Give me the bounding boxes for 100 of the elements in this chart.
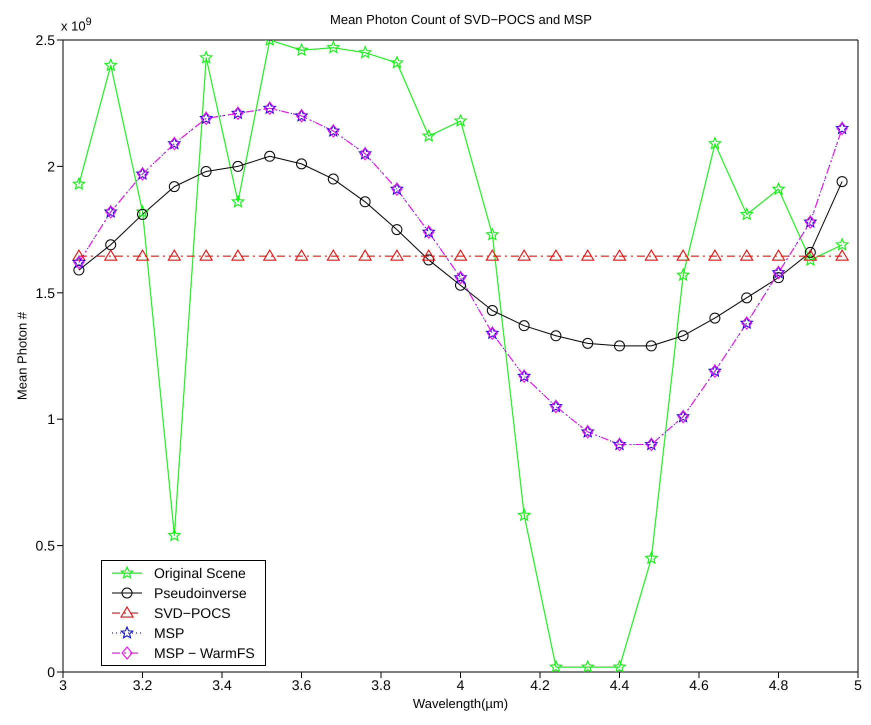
point — [422, 130, 435, 142]
point — [836, 238, 848, 250]
point — [263, 250, 276, 261]
point — [358, 250, 372, 261]
point — [326, 250, 340, 261]
x-tick-label: 4 — [456, 676, 465, 693]
y-tick-label: 0.5 — [36, 538, 56, 554]
point — [137, 208, 148, 220]
x-tick-label: 3 — [59, 676, 68, 693]
point — [295, 44, 308, 56]
x-tick-label: 5 — [854, 676, 862, 693]
point — [836, 176, 848, 188]
point — [614, 340, 625, 352]
point — [200, 51, 212, 64]
point — [772, 250, 785, 261]
point — [518, 250, 531, 261]
y-tick-label: 1 — [47, 411, 56, 428]
point — [455, 280, 466, 291]
point — [804, 250, 817, 261]
point — [423, 254, 434, 266]
point — [136, 205, 149, 218]
point — [105, 239, 116, 250]
point — [454, 250, 467, 261]
point — [168, 181, 180, 192]
point — [168, 528, 181, 541]
point — [486, 250, 499, 261]
x-tick-label: 3.6 — [292, 676, 312, 693]
point — [104, 250, 118, 261]
text: x 10$^{9}$ — [61, 16, 92, 34]
point — [486, 304, 498, 316]
point — [390, 56, 404, 68]
point — [232, 160, 244, 172]
point — [327, 41, 340, 53]
point — [136, 250, 149, 261]
point — [328, 174, 339, 185]
point — [804, 253, 817, 266]
point — [581, 660, 594, 672]
point — [390, 250, 404, 261]
x-tick-label: 4.4 — [610, 676, 630, 693]
y-tick-label: 2 — [47, 158, 56, 174]
point — [454, 114, 467, 126]
x-tick-label: 4.2 — [530, 676, 550, 693]
y-tick-label: 2.5 — [36, 32, 56, 48]
x-tick-label: 3.4 — [212, 676, 232, 693]
point — [645, 552, 658, 564]
y-tick-label: 0 — [47, 664, 56, 680]
point — [740, 250, 754, 261]
point — [486, 228, 499, 240]
point — [676, 250, 690, 261]
point — [772, 182, 785, 195]
point — [422, 250, 436, 261]
x-tick-label: 4.8 — [768, 676, 788, 693]
point — [836, 250, 849, 261]
point — [518, 508, 530, 521]
point — [550, 660, 562, 672]
x-axis-title: Wavelength(µm) — [412, 696, 508, 711]
point — [613, 250, 626, 261]
point — [708, 250, 722, 261]
legend-label: MSP − WarmFS — [154, 645, 255, 661]
point — [613, 660, 626, 672]
point — [518, 320, 530, 332]
point — [360, 196, 371, 208]
point — [582, 338, 594, 349]
point — [200, 250, 213, 261]
point — [581, 250, 594, 261]
point — [391, 224, 402, 236]
legend-label: Pseudoinverse — [154, 585, 247, 601]
point — [295, 250, 308, 261]
chart-title: Mean Photon Count of SVD−POCS and MSP — [330, 12, 592, 27]
point — [646, 340, 657, 352]
point — [104, 58, 117, 71]
point — [72, 250, 86, 261]
legend-label: Original Scene — [154, 565, 246, 581]
y-tick-label: 1.5 — [36, 284, 56, 301]
point — [741, 292, 752, 304]
x-tick-label: 3.8 — [371, 676, 391, 693]
point — [676, 268, 690, 280]
point — [296, 158, 307, 170]
point — [644, 250, 658, 261]
x-tick-label: 4.6 — [689, 676, 709, 693]
point — [72, 178, 86, 190]
point — [550, 330, 562, 342]
point — [200, 166, 212, 177]
point — [232, 195, 244, 208]
point — [708, 137, 722, 149]
legend-label: MSP — [154, 625, 184, 641]
point — [549, 250, 562, 261]
point — [358, 46, 372, 58]
point — [678, 330, 689, 342]
point — [73, 264, 84, 276]
point — [804, 246, 816, 258]
point — [773, 272, 784, 284]
point — [231, 250, 244, 261]
point — [168, 250, 181, 261]
legend-label: SVD−POCS — [154, 605, 231, 621]
y-axis-title: Mean Photon # — [14, 311, 30, 400]
point — [740, 208, 753, 220]
point — [709, 312, 720, 324]
x-tick-label: 3.2 — [132, 676, 152, 693]
point — [264, 150, 276, 162]
